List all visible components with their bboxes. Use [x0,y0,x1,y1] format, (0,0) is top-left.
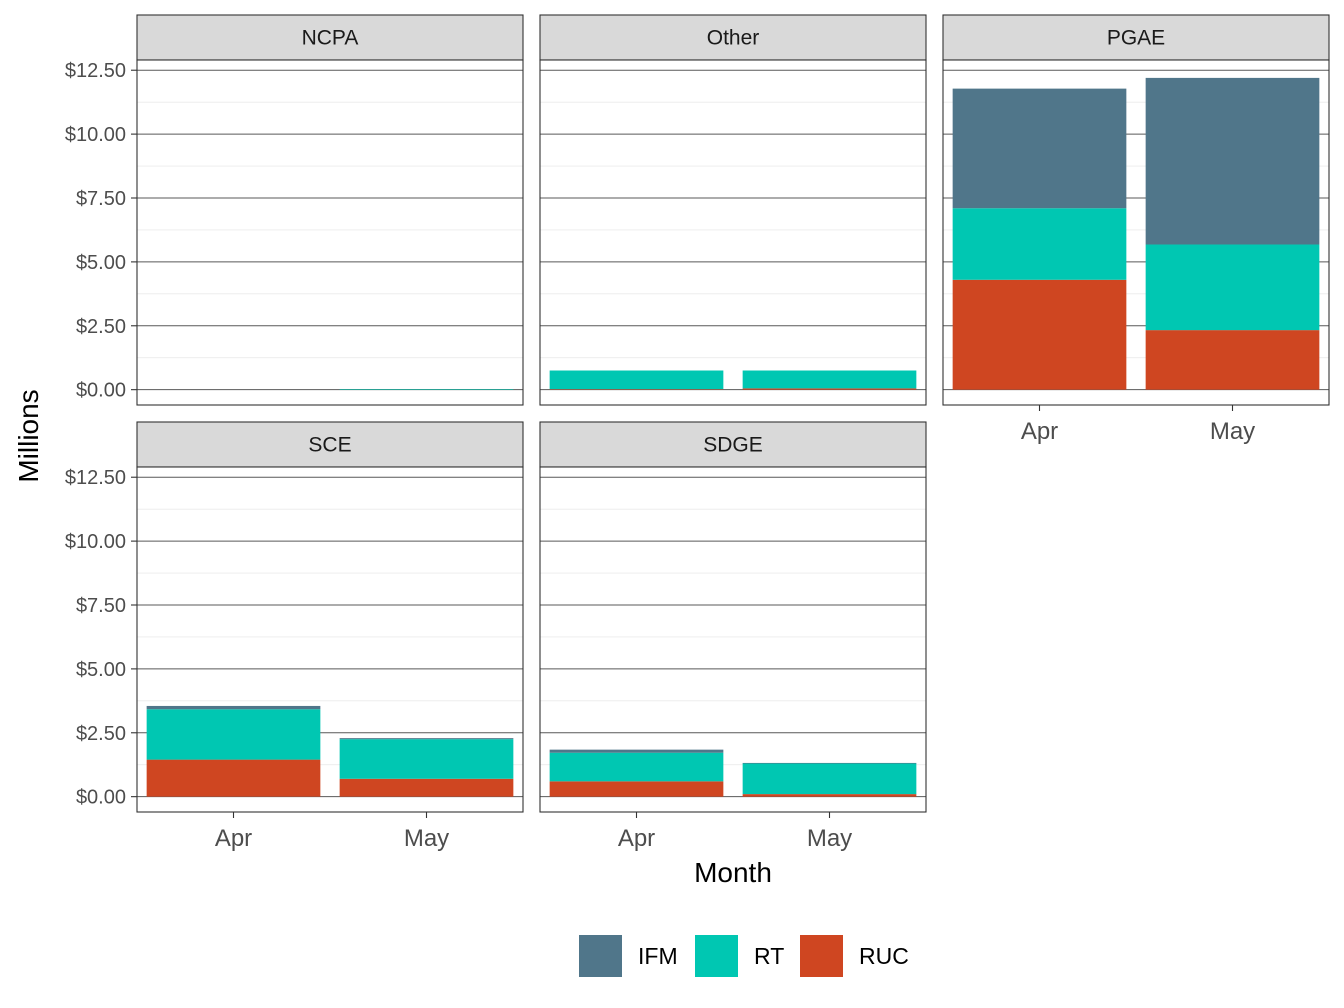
x-tick-label: May [807,825,852,852]
facet-strip [942,14,1330,61]
bar-ruc-may [742,794,917,797]
bar-rt-apr [146,709,321,760]
bar-ruc-may [339,778,514,797]
panel-background [137,60,523,405]
y-tick-label: $2.50 [76,316,126,338]
y-axis-title: Millions [13,389,44,482]
bar-rt-may [1145,244,1320,331]
facet-strip-label: Other [707,27,760,50]
facet-strip-label: PGAE [1107,27,1165,50]
bar-ruc-apr [549,781,724,797]
facet-strip [136,14,524,61]
facet-strip [539,14,927,61]
bar-ifm-may [1145,77,1320,245]
y-tick-label: $7.50 [76,595,126,617]
bar-rt-may [742,370,917,389]
legend: IFM RT RUC [579,935,909,977]
legend-swatch-rt [695,935,738,977]
bar-ifm-apr [549,749,724,753]
bar-rt-may [742,763,917,795]
bar-ifm-may [742,762,917,764]
panel-background [540,60,926,405]
bar-rt-apr [549,370,724,390]
y-tick-label: $0.00 [76,787,126,809]
y-tick-label: $5.00 [76,252,126,274]
y-tick-label: $10.00 [65,531,126,553]
bar-ruc-apr [549,389,724,390]
panel-border [539,59,927,406]
bar-rt-may [339,389,514,390]
panel-border [136,59,524,406]
bar-rt-may [339,739,514,779]
x-tick-label: Apr [618,825,655,852]
panel-border [136,466,524,813]
x-tick-label: May [404,825,449,852]
y-tick-label: $5.00 [76,659,126,681]
x-axis-title: Month [694,857,772,888]
y-tick-label: $12.50 [65,60,126,82]
facet-strip [539,421,927,468]
bar-ruc-apr [146,759,321,797]
facet-strip [136,421,524,468]
bar-ruc-may [742,388,917,390]
facet-panel-pgae: PGAE Apr May [942,14,1330,445]
facet-panel-sce: SCE $0.00 $2.50 $5.00 $7.50 $10.00 $12.50 Apr Ma… [65,421,524,852]
x-tick-label: Apr [1021,418,1058,445]
legend-label-rt: RT [754,943,784,969]
bar-ruc-apr [952,279,1127,390]
y-tick-label: $0.00 [76,380,126,402]
bar-ifm-apr [952,88,1127,209]
panel-border [942,59,1330,406]
bar-rt-apr [549,752,724,782]
panel-border [539,466,927,813]
y-tick-label: $10.00 [65,124,126,146]
legend-swatch-ruc [800,935,843,977]
facet-strip-label: NCPA [302,27,359,50]
bar-ifm-may [339,738,514,740]
bar-ruc-may [1145,330,1320,390]
facet-strip-label: SDGE [703,434,763,457]
facet-strip-label: SCE [308,434,351,457]
facet-panel-ncpa: NCPA $0.00 $2.50 $5.00 $7.50 $10.00 $12.50 [65,14,524,406]
facet-panel-other: Other [539,14,927,406]
legend-swatch-ifm [579,935,622,977]
legend-label-ruc: RUC [859,943,909,969]
y-tick-label: $12.50 [65,467,126,489]
bar-rt-apr [952,208,1127,280]
legend-label-ifm: IFM [638,943,678,969]
x-tick-label: Apr [215,825,252,852]
y-tick-label: $2.50 [76,723,126,745]
facet-panel-sdge: SDGE Apr May [539,421,927,852]
x-tick-label: May [1210,418,1255,445]
y-tick-label: $7.50 [76,188,126,210]
bar-ifm-apr [146,705,321,710]
